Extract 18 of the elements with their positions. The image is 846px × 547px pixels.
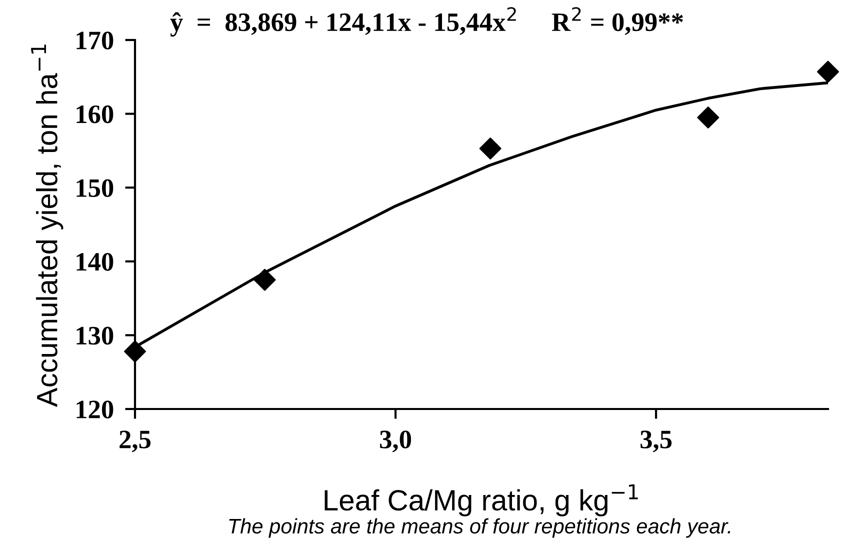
- y-tick-label: 160: [76, 105, 114, 124]
- point: [124, 340, 146, 362]
- y-tick-label: 140: [76, 253, 114, 271]
- y-tick-label: 120: [76, 400, 114, 418]
- point: [254, 268, 276, 291]
- y-tick-label: 150: [76, 179, 114, 198]
- text: The points are the means of four repetitions each year.: [229, 518, 730, 538]
- x-tick-label: 3,5: [640, 430, 672, 452]
- point: [479, 137, 502, 160]
- y-tick-label: 130: [76, 326, 114, 345]
- y-tick-label: 170: [76, 32, 114, 50]
- x-axis-title: Leaf Ca/Mg ratio, g kg$^{−1}$: [324, 484, 638, 516]
- text: ŷ = 83,869 + 124,11x - 15,44x$^{2}$ R$^{2}$ = 0,99**: [170, 7, 683, 37]
- x-tick-label: 2,5: [120, 430, 151, 452]
- point: [697, 106, 720, 128]
- x-tick-label: 3,0: [380, 430, 412, 452]
- point: [817, 60, 839, 83]
- y-axis-title: Accumulated yield, ton ha$^{−1}$: [31, 44, 64, 408]
